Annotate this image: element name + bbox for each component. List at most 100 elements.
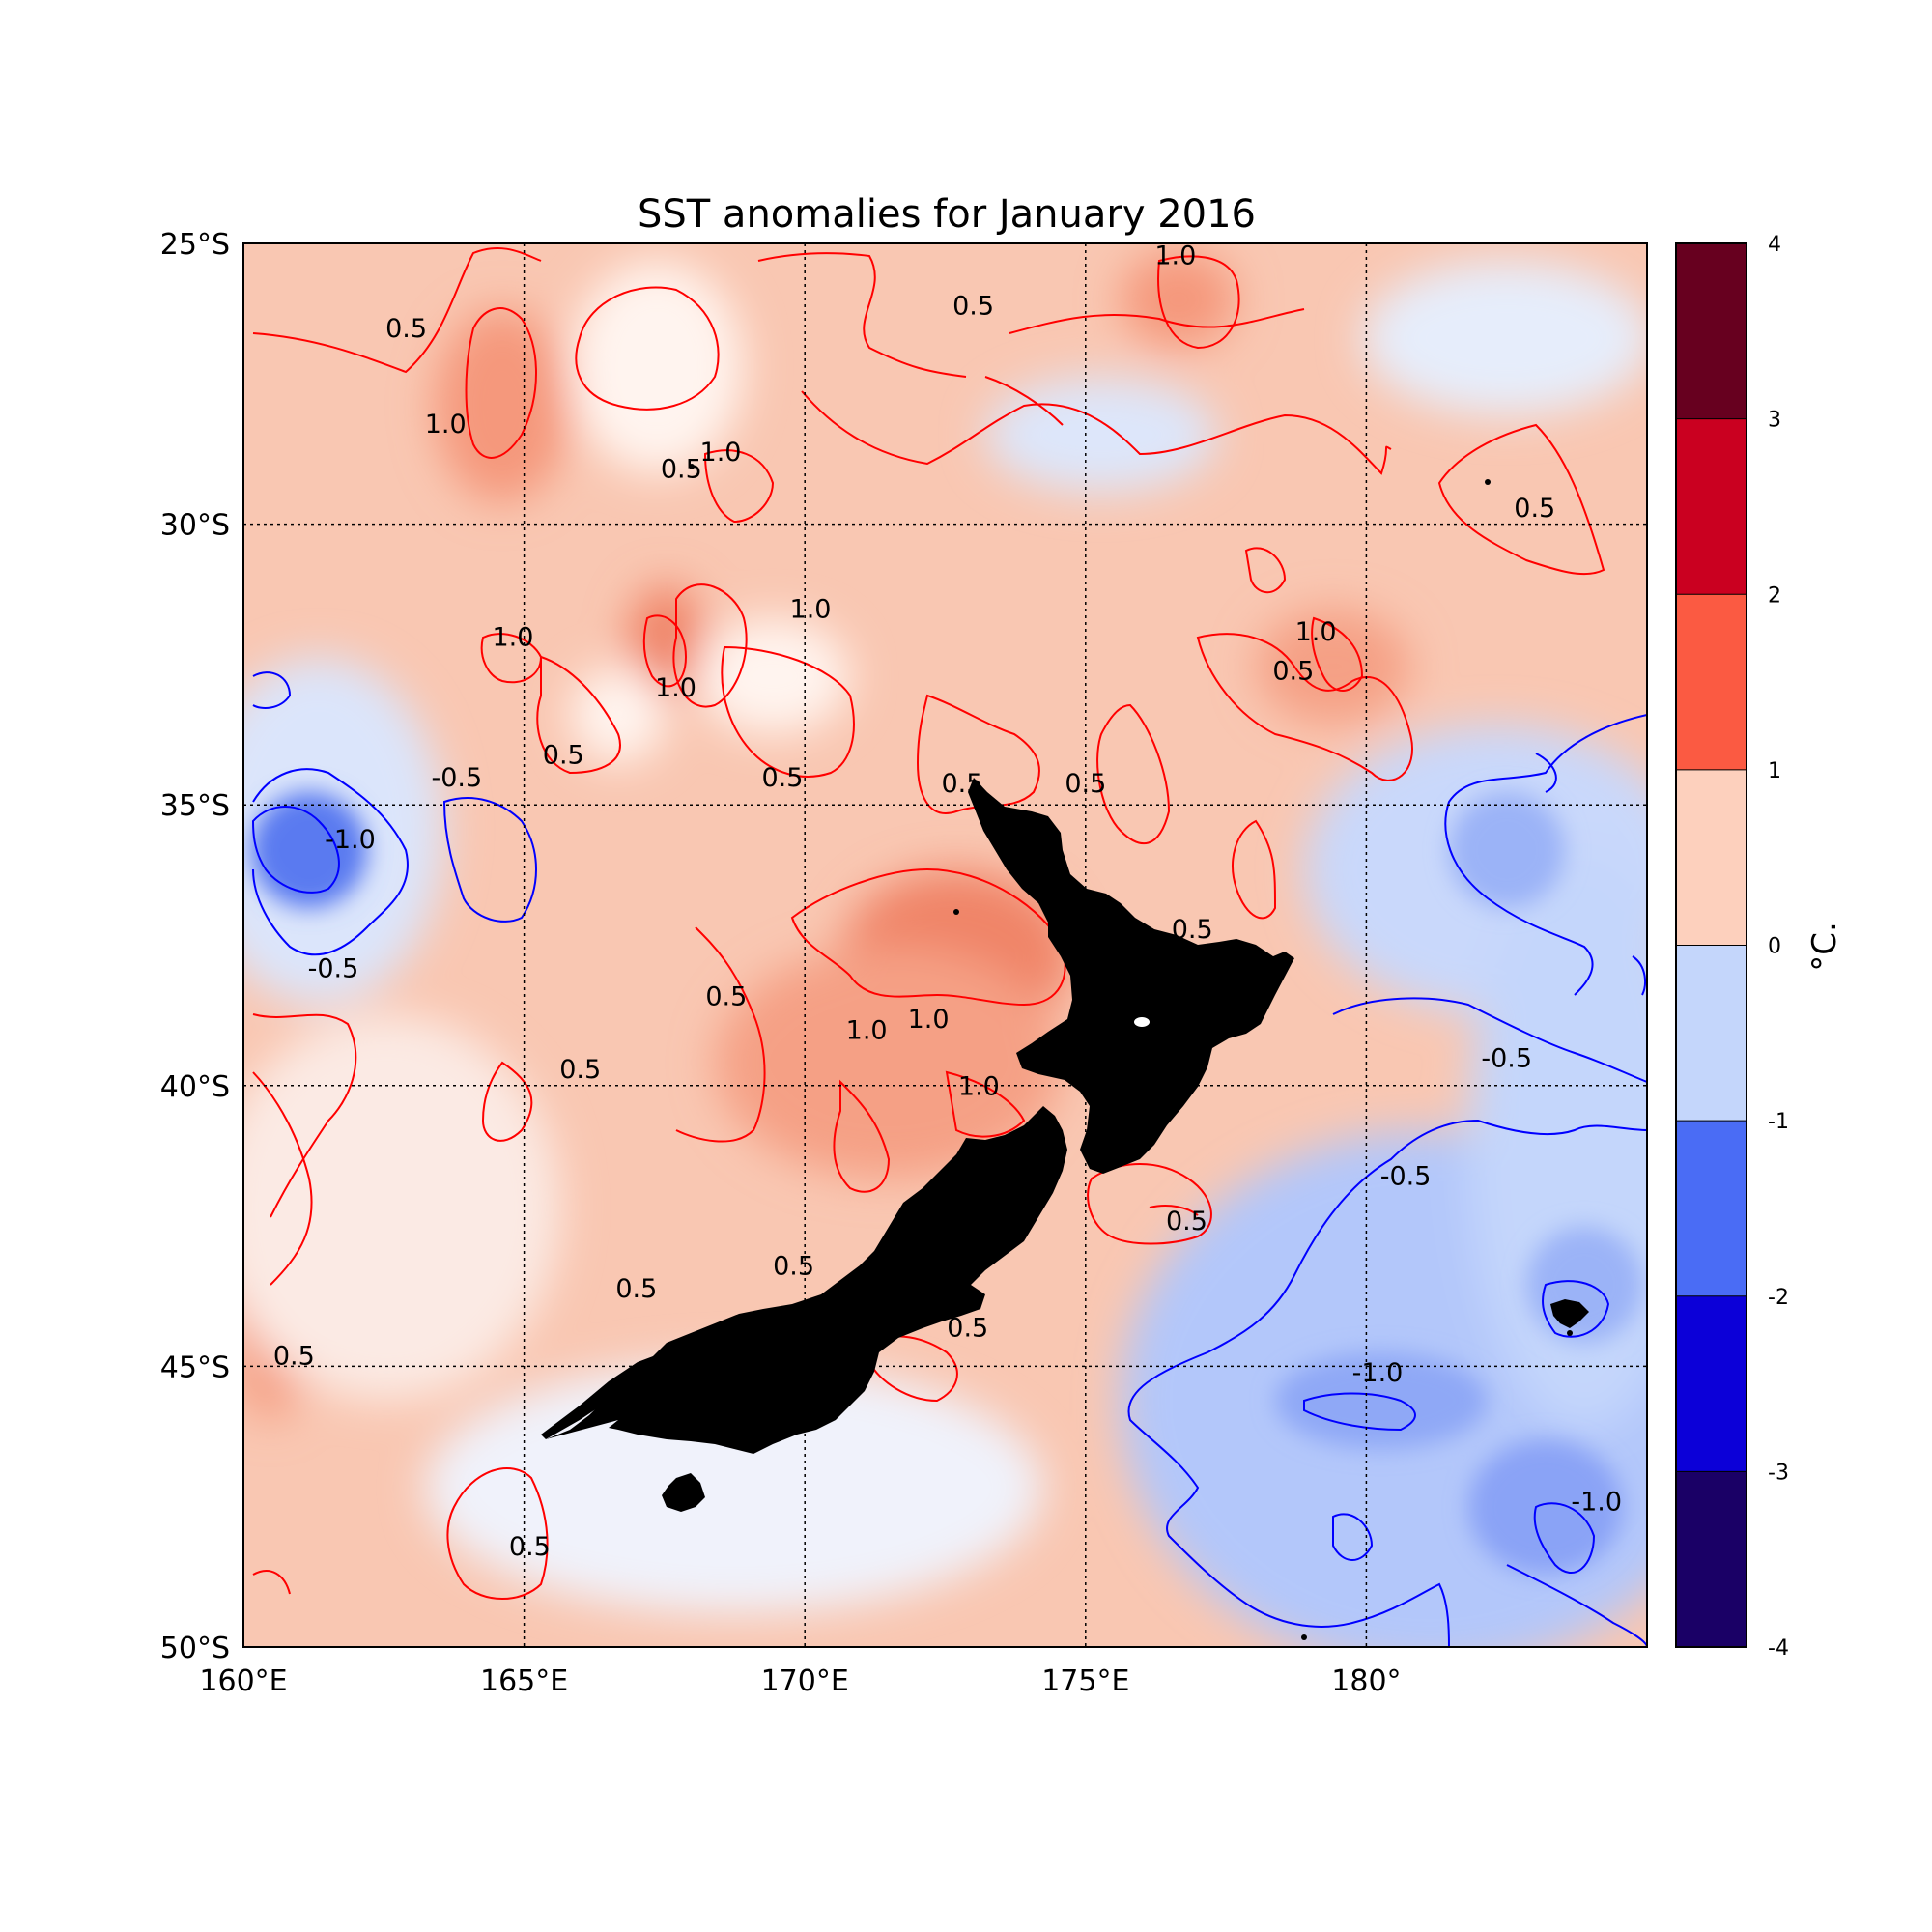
positive-contours <box>252 246 1605 1600</box>
contour-neg-0.5 <box>252 671 292 709</box>
contour-neg-0.5 <box>1127 1119 1647 1647</box>
lat-tick-label: 30°S <box>160 509 230 543</box>
colorbar-tick-label: -1 <box>1768 1110 1789 1134</box>
contour-label: 0.5 <box>543 741 584 771</box>
south-island-west <box>541 1333 715 1439</box>
contour-neg-1.0 <box>1533 1502 1596 1575</box>
contour-0.5 <box>1437 423 1605 576</box>
contour-0.5 <box>252 1570 291 1595</box>
contour-label: 1.0 <box>492 623 533 653</box>
contour-1.0 <box>945 1070 1026 1138</box>
contour-0.5 <box>1087 1163 1212 1245</box>
contour-0.5 <box>757 252 967 378</box>
contour-1.0 <box>833 1079 891 1193</box>
contour-neg-0.5 <box>252 768 409 956</box>
colorbar-bin <box>1676 945 1747 1122</box>
bounty-islet <box>1567 1330 1573 1336</box>
contour-neg-0.5 <box>1332 997 1647 1083</box>
cold-core <box>1468 1439 1623 1575</box>
colorbar-tick-label: 3 <box>1768 409 1781 433</box>
chatham-island <box>1550 1299 1589 1328</box>
contour-label: -1.0 <box>325 825 376 855</box>
contour-label: 0.5 <box>705 982 747 1012</box>
contour-label: 0.5 <box>952 292 994 322</box>
contour-label: 0.5 <box>1272 657 1314 687</box>
lat-axis-labels: 25°S 30°S 35°S 40°S 45°S 50°S <box>160 228 230 1665</box>
contour-0.5 <box>575 286 720 411</box>
contour-0.5 <box>252 246 542 374</box>
contour-0.5 <box>801 390 1392 475</box>
cold-core <box>251 792 367 908</box>
contour-1.0 <box>480 633 543 684</box>
colorbar-tick-label: -3 <box>1768 1461 1789 1485</box>
contour-0.5 <box>675 926 766 1143</box>
contour-0.5 <box>868 1335 958 1403</box>
colorbar-tick-label: 4 <box>1768 233 1781 257</box>
antipodes-islet <box>1301 1634 1307 1640</box>
contour-label: 0.5 <box>1172 915 1213 945</box>
contour-label: 0.5 <box>509 1532 551 1562</box>
colorbar-tick-label: -2 <box>1768 1286 1789 1310</box>
contour-label: -0.5 <box>432 763 483 793</box>
contour-0.5 <box>1096 703 1171 845</box>
contour-1.0 <box>703 449 775 524</box>
contour-label: 1.0 <box>1295 617 1337 647</box>
islet <box>953 909 959 915</box>
map-title: SST anomalies for January 2016 <box>638 192 1256 237</box>
cold-core <box>1449 792 1565 908</box>
warm-patch <box>435 309 570 502</box>
lon-tick-label: 175°E <box>1041 1664 1129 1698</box>
contour-label: -1.0 <box>1571 1488 1622 1518</box>
contour-label: -0.5 <box>308 954 359 984</box>
colorbar-tick-labels: 4 3 2 1 0 -1 -2 -3 -4 <box>1676 233 1789 1661</box>
contour-label: 0.5 <box>661 454 702 484</box>
contour-label: 0.5 <box>1065 769 1106 799</box>
contour-0.5 <box>446 1467 549 1600</box>
contour-neg-1.0 <box>1332 1513 1374 1561</box>
contour-1.0 <box>1244 547 1287 594</box>
contour-0.5 <box>1009 308 1305 334</box>
colorbar-bin <box>1676 1121 1747 1296</box>
contour-labels: 0.5 1.0 0.5 1.0 0.5 1.0 0.5 1.0 1.0 1.0 0.5 0.5 0.5 0… <box>273 243 1622 1562</box>
contour-neg-1.0 <box>1542 1280 1610 1338</box>
contour-neg-1.0 <box>1303 1392 1416 1432</box>
islet <box>689 464 695 469</box>
colorbar-unit-label: °C. <box>1805 922 1844 972</box>
contour-neg-0.5 <box>1506 1564 1647 1647</box>
contour-label: 1.0 <box>908 1005 950 1035</box>
contour-0.5 <box>1232 819 1277 920</box>
colorbar-bin <box>1676 769 1747 946</box>
contour-1.0 <box>1311 616 1364 692</box>
negative-contours <box>252 671 1647 1647</box>
warm-patch <box>715 947 1063 1179</box>
neutral-patch <box>570 667 667 763</box>
cool-patch <box>1362 261 1647 415</box>
contour-label: 1.0 <box>425 410 467 440</box>
contour-label: 0.5 <box>761 763 803 793</box>
positive-contours-1 <box>465 255 1364 1216</box>
colorbar-tick-label: 2 <box>1768 583 1781 608</box>
stewart-island <box>662 1473 705 1512</box>
lat-tick-label: 45°S <box>160 1350 230 1384</box>
lon-axis-labels: 160°E 165°E 170°E 175°E 180° <box>199 1664 1401 1698</box>
contour-1.0 <box>642 614 688 688</box>
warm-patch <box>1121 251 1236 348</box>
contour-label: 1.0 <box>790 595 832 625</box>
contour-neg-0.5 <box>1632 955 1646 996</box>
contour-1.0 <box>465 307 537 459</box>
colorbar-bin <box>1676 1295 1747 1472</box>
colorbar <box>1676 243 1747 1647</box>
cold-core <box>1275 1352 1488 1449</box>
contour-label: 0.5 <box>273 1342 315 1372</box>
kermadec-islet <box>1485 479 1491 485</box>
contour-0.5 <box>536 655 621 775</box>
neutral-patch <box>570 261 744 473</box>
contour-label: 1.0 <box>846 1015 888 1045</box>
contour-label: 0.5 <box>559 1055 601 1085</box>
contour-neg-0.5 <box>442 797 537 923</box>
contour-0.5 <box>721 645 855 778</box>
contour-0.5 <box>984 376 1064 426</box>
north-island <box>968 778 1294 1174</box>
contour-0.5 <box>252 1071 313 1286</box>
